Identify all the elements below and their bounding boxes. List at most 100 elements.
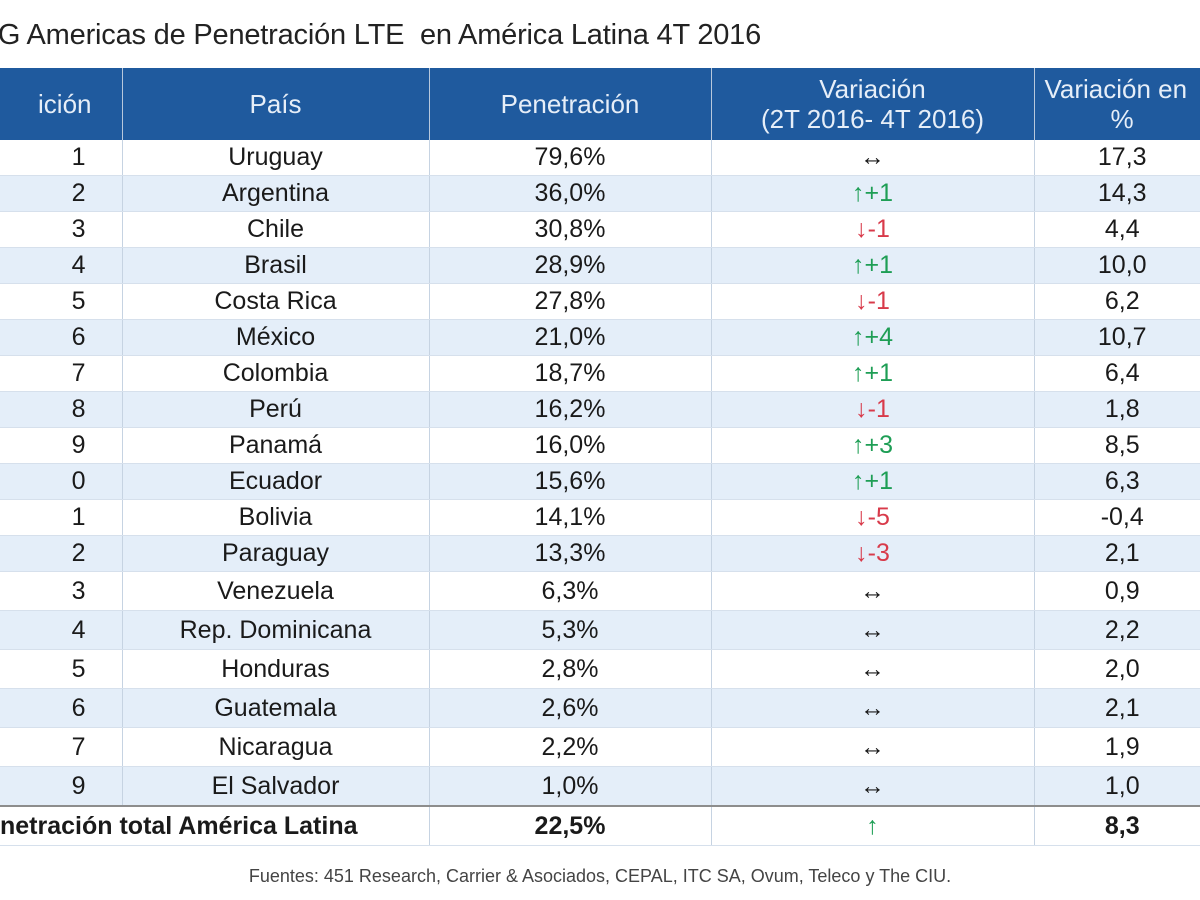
source-note: Fuentes: 451 Research, Carrier & Asociad…	[248, 866, 952, 886]
lte-penetration-table: ición País Penetración Variación (2T 2016…	[0, 68, 1200, 846]
cell-country: Honduras	[122, 649, 430, 689]
cell-position: 5	[0, 283, 123, 320]
cell-variation-pct: 1,9	[1034, 727, 1200, 767]
cell-position: 4	[0, 610, 123, 650]
cell-position: 8	[0, 391, 123, 428]
cell-variation-pct: 8,5	[1034, 427, 1200, 464]
table-row: 4 Rep. Dominicana 5,3% ↔ 2,2	[0, 610, 1200, 650]
cell-variation-pct: 6,4	[1034, 355, 1200, 392]
cell-penetration: 79,6%	[429, 140, 712, 176]
cell-position: 0	[0, 463, 123, 500]
table-row: 6 Guatemala 2,6% ↔ 2,1	[0, 688, 1200, 728]
cell-country: Uruguay	[122, 140, 430, 176]
cell-country: Guatemala	[122, 688, 430, 728]
cell-variation: ↔	[711, 140, 1035, 176]
table-row: 7 Colombia 18,7% ↑+1 6,4	[0, 355, 1200, 392]
cell-variation-pct: 17,3	[1034, 140, 1200, 176]
table-row: 1 Bolivia 14,1% ↓-5 -0,4	[0, 499, 1200, 536]
table-row: 8 Perú 16,2% ↓-1 1,8	[0, 391, 1200, 428]
cell-country: Panamá	[122, 427, 430, 464]
cell-penetration: 2,8%	[429, 649, 712, 689]
table-row: 4 Brasil 28,9% ↑+1 10,0	[0, 247, 1200, 284]
cell-variation: ↔	[711, 610, 1035, 650]
cell-variation: ↔	[711, 571, 1035, 611]
cell-variation-pct: 2,0	[1034, 649, 1200, 689]
cell-variation-pct: 4,4	[1034, 211, 1200, 248]
cell-country: Colombia	[122, 355, 430, 392]
cell-variation-pct: 14,3	[1034, 175, 1200, 212]
table-row: 9 Panamá 16,0% ↑+3 8,5	[0, 427, 1200, 464]
table-row: 3 Venezuela 6,3% ↔ 0,9	[0, 571, 1200, 611]
header-variation-pct: Variación en%	[1034, 68, 1200, 140]
cell-variation-pct: 10,0	[1034, 247, 1200, 284]
total-penetration: 22,5%	[429, 805, 712, 846]
total-variation-pct: 8,3	[1034, 805, 1200, 846]
cell-variation-pct: 2,2	[1034, 610, 1200, 650]
table-row: 1 Uruguay 79,6% ↔ 17,3	[0, 140, 1200, 176]
cell-country: Costa Rica	[122, 283, 430, 320]
cell-penetration: 2,2%	[429, 727, 712, 767]
header-position: ición	[0, 68, 123, 140]
cell-position: 9	[0, 766, 123, 807]
cell-country: Nicaragua	[122, 727, 430, 767]
cell-variation: ↓-1	[711, 211, 1035, 248]
cell-variation: ↔	[711, 649, 1035, 689]
cell-position: 2	[0, 175, 123, 212]
cell-position: 1	[0, 499, 123, 536]
cell-variation: ↓-5	[711, 499, 1035, 536]
cell-position: 3	[0, 571, 123, 611]
cell-variation: ↓-3	[711, 535, 1035, 572]
cell-position: 9	[0, 427, 123, 464]
cell-penetration: 36,0%	[429, 175, 712, 212]
cell-variation-pct: 6,3	[1034, 463, 1200, 500]
cell-penetration: 28,9%	[429, 247, 712, 284]
cell-penetration: 15,6%	[429, 463, 712, 500]
cell-position: 2	[0, 535, 123, 572]
cell-variation: ↔	[711, 688, 1035, 728]
cell-variation: ↑+1	[711, 463, 1035, 500]
cell-country: Brasil	[122, 247, 430, 284]
total-variation: ↑	[711, 805, 1035, 846]
cell-country: Chile	[122, 211, 430, 248]
table-row: 9 El Salvador 1,0% ↔ 1,0	[0, 766, 1200, 807]
cell-country: Perú	[122, 391, 430, 428]
table-row: 2 Argentina 36,0% ↑+1 14,3	[0, 175, 1200, 212]
cell-position: 1	[0, 140, 123, 176]
chart-title: 5G Americas de Penetración LTE en Améric…	[0, 18, 762, 51]
cell-penetration: 21,0%	[429, 319, 712, 356]
cell-penetration: 5,3%	[429, 610, 712, 650]
cell-position: 6	[0, 688, 123, 728]
cell-penetration: 30,8%	[429, 211, 712, 248]
cell-penetration: 1,0%	[429, 766, 712, 807]
cell-variation: ↑+1	[711, 175, 1035, 212]
cell-position: 4	[0, 247, 123, 284]
cell-variation-pct: 0,9	[1034, 571, 1200, 611]
cell-variation-pct: 2,1	[1034, 535, 1200, 572]
cell-variation: ↔	[711, 766, 1035, 807]
cell-penetration: 13,3%	[429, 535, 712, 572]
cell-variation: ↓-1	[711, 391, 1035, 428]
cell-country: Paraguay	[122, 535, 430, 572]
total-row: netración total América Latina 22,5% ↑ 8,3	[0, 805, 1200, 846]
cell-variation: ↔	[711, 727, 1035, 767]
cell-variation: ↑+4	[711, 319, 1035, 356]
table-header-row: ición País Penetración Variación (2T 2016…	[0, 68, 1200, 140]
cell-variation: ↑+3	[711, 427, 1035, 464]
cell-penetration: 16,0%	[429, 427, 712, 464]
cell-variation-pct: -0,4	[1034, 499, 1200, 536]
header-variation: Variación (2T 2016- 4T 2016)	[711, 68, 1035, 140]
cell-country: Venezuela	[122, 571, 430, 611]
cell-country: Ecuador	[122, 463, 430, 500]
cell-penetration: 27,8%	[429, 283, 712, 320]
cell-position: 7	[0, 355, 123, 392]
table-row: 3 Chile 30,8% ↓-1 4,4	[0, 211, 1200, 248]
cell-penetration: 18,7%	[429, 355, 712, 392]
table-body: 1 Uruguay 79,6% ↔ 17,3 2 Argentina 36,0% ↑+1 14,3…	[0, 140, 1200, 846]
table-row: 0 Ecuador 15,6% ↑+1 6,3	[0, 463, 1200, 500]
cell-position: 5	[0, 649, 123, 689]
table-row: 7 Nicaragua 2,2% ↔ 1,9	[0, 727, 1200, 767]
table-row: 2 Paraguay 13,3% ↓-3 2,1	[0, 535, 1200, 572]
cell-penetration: 2,6%	[429, 688, 712, 728]
cell-country: México	[122, 319, 430, 356]
cell-variation: ↓-1	[711, 283, 1035, 320]
